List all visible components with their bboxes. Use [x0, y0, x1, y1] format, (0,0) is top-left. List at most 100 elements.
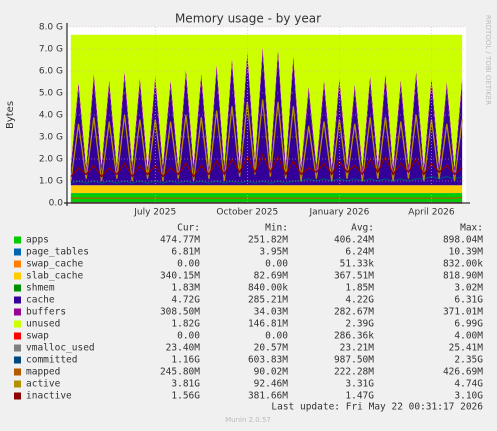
legend-stat: 10.39M — [449, 247, 484, 258]
line — [70, 99, 463, 182]
legend-label: unused — [26, 319, 60, 330]
legend-stat: 898.04M — [443, 235, 483, 246]
y-tick-label: 4.0 G — [39, 111, 63, 121]
legend-label: slab_cache — [26, 271, 83, 282]
legend-swatch — [14, 248, 21, 256]
footer: Last update: Fri May 22 00:31:17 2026 — [271, 402, 483, 413]
legend-swatch — [14, 392, 21, 400]
legend-label: mapped — [26, 367, 60, 378]
legend-stat: 6.24M — [345, 247, 374, 258]
y-tick-label: 7.0 G — [39, 45, 63, 55]
legend-stat: 381.66M — [248, 391, 288, 402]
legend-stat: 4.74G — [454, 379, 483, 390]
legend-stat: 82.69M — [254, 271, 289, 282]
legend-swatch — [14, 272, 21, 280]
legend-label: cache — [26, 295, 55, 306]
legend-stat: 222.28M — [334, 367, 374, 378]
legend-stat: 6.31G — [454, 295, 483, 306]
credit: Munin 2.0.57 — [225, 416, 271, 424]
legend-header: Min: — [265, 223, 288, 234]
legend-stat: 6.99G — [454, 319, 483, 330]
legend-swatch — [14, 308, 21, 316]
legend-stat: 0.00 — [177, 331, 200, 342]
legend-stat: 4.00M — [454, 331, 483, 342]
legend-stat: 1.47G — [345, 391, 374, 402]
line — [70, 152, 463, 178]
legend-stat: 406.24M — [334, 235, 374, 246]
legend-label: committed — [26, 355, 77, 366]
legend-swatch — [14, 380, 21, 388]
legend-stat: 146.81M — [248, 319, 288, 330]
legend-stat: 340.15M — [160, 271, 200, 282]
y-tick-label: 1.0 G — [39, 177, 63, 187]
legend-stat: 2.35G — [454, 355, 483, 366]
legend-stat: 285.21M — [248, 295, 288, 306]
legend-stat: 1.85M — [345, 283, 374, 294]
legend-stat: 90.02M — [254, 367, 289, 378]
legend-label: buffers — [26, 307, 66, 318]
legend-stat: 4.72G — [171, 295, 200, 306]
legend-header: Cur: — [177, 223, 200, 234]
y-axis-label: Bytes — [5, 101, 16, 129]
legend-stat: 1.82G — [171, 319, 200, 330]
legend-stat: 603.83M — [248, 355, 288, 366]
legend-swatch — [14, 332, 21, 340]
legend-swatch — [14, 320, 21, 328]
legend-stat: 251.82M — [248, 235, 288, 246]
legend-stat: 474.77M — [160, 235, 200, 246]
legend-label: page_tables — [26, 247, 89, 258]
area — [70, 34, 463, 168]
line — [70, 175, 463, 184]
legend-stat: 23.40M — [166, 343, 201, 354]
legend-stat: 23.21M — [340, 343, 375, 354]
legend-stat: 0.00 — [265, 331, 288, 342]
line — [70, 196, 463, 199]
chart-title: Memory usage - by year — [175, 12, 321, 26]
legend-stat: 245.80M — [160, 367, 200, 378]
legend-stat: 282.67M — [334, 307, 374, 318]
legend-stat: 426.69M — [443, 367, 483, 378]
y-tick-label: 2.0 G — [39, 155, 63, 165]
legend-stat: 987.50M — [334, 355, 374, 366]
legend-stat: 6.81M — [171, 247, 200, 258]
legend-stat: 371.01M — [443, 307, 483, 318]
legend-swatch — [14, 284, 21, 292]
legend-swatch — [14, 344, 21, 352]
legend-stat: 0.00 — [265, 259, 288, 270]
legend-swatch — [14, 260, 21, 268]
legend-swatch — [14, 296, 21, 304]
area — [70, 46, 463, 175]
x-tick-label: April 2026 — [408, 208, 455, 218]
area — [70, 185, 463, 193]
legend-stat: 25.41M — [449, 343, 484, 354]
legend-stat: 4.22G — [345, 295, 374, 306]
y-tick-label: 3.0 G — [39, 133, 63, 143]
area — [70, 53, 463, 186]
legend-stat: 20.57M — [254, 343, 289, 354]
legend-stat: 0.00 — [177, 259, 200, 270]
legend-swatch — [14, 356, 21, 364]
legend-stat: 1.16G — [171, 355, 200, 366]
legend-stat: 818.90M — [443, 271, 483, 282]
plot — [70, 34, 463, 204]
legend-stat: 286.36k — [334, 331, 374, 342]
legend-stat: 308.50M — [160, 307, 200, 318]
y-tick-label: 8.0 G — [39, 23, 63, 33]
legend-stat: 3.02M — [454, 283, 483, 294]
legend-stat: 1.56G — [171, 391, 200, 402]
legend-stat: 367.51M — [334, 271, 374, 282]
y-tick-label: 0.0 — [49, 199, 64, 209]
legend-label: shmem — [26, 283, 55, 294]
legend-label: apps — [26, 235, 49, 246]
legend-label: swap_cache — [26, 259, 83, 270]
legend-stat: 3.95M — [259, 247, 288, 258]
legend-stat: 832.00k — [443, 259, 483, 270]
legend-swatch — [14, 236, 21, 244]
legend-stat: 3.31G — [345, 379, 374, 390]
x-tick-label: October 2025 — [216, 208, 278, 218]
legend-stat: 3.10G — [454, 391, 483, 402]
side-text: RRDTOOL / TOBI OETIKER — [484, 15, 492, 105]
legend-stat: 2.39G — [345, 319, 374, 330]
legend-header: Max: — [460, 223, 483, 234]
